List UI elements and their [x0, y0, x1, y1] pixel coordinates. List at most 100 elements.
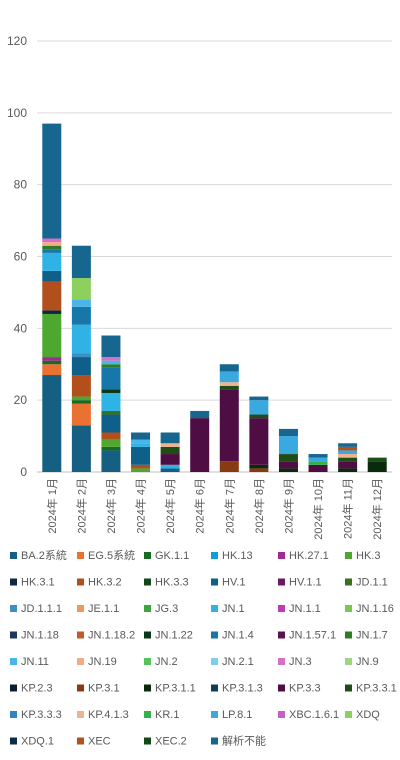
bar-segment	[308, 454, 328, 458]
legend-swatch	[144, 605, 151, 612]
legend-label: XDQ	[356, 709, 380, 721]
legend-swatch	[278, 658, 285, 665]
legend-swatch	[278, 552, 285, 559]
legend-label: HK.3.1	[21, 577, 55, 589]
bar-segment	[249, 418, 269, 465]
bar-segment	[338, 450, 358, 455]
bar-segment	[42, 360, 62, 365]
bar-segment	[131, 439, 151, 444]
legend-swatch	[144, 578, 151, 586]
legend-label: JN.9	[356, 656, 379, 668]
bar-segment	[71, 278, 91, 300]
legend-label: JN.1.57.1	[289, 630, 336, 642]
legend-label: HK.13	[222, 550, 253, 562]
bar-segment	[367, 457, 387, 462]
bar-segment	[278, 461, 298, 469]
bar-segment	[190, 418, 210, 472]
bar-segment	[249, 414, 269, 419]
gridlines	[37, 40, 392, 473]
bar-segment	[219, 385, 239, 390]
bar-segment	[160, 468, 180, 472]
bar-segment	[101, 335, 121, 358]
bar-segment	[71, 357, 91, 376]
legend-label: KP.3.1	[88, 683, 120, 695]
legend-swatch	[345, 711, 352, 718]
bar-segment	[101, 364, 121, 368]
bar-segment	[338, 443, 358, 447]
bar-segment	[42, 249, 62, 253]
bar-segment	[42, 310, 62, 314]
legend-swatch	[77, 737, 84, 745]
legend-label: XBC.1.6.1	[289, 709, 339, 721]
bar-segment	[160, 446, 180, 455]
bar-segment	[71, 400, 91, 404]
x-tick-label: 2024年 9月	[281, 478, 295, 534]
legend-swatch	[278, 578, 285, 586]
bar-segment	[278, 454, 298, 462]
legend-label: KP.3.1.1	[155, 683, 196, 695]
bar-segment	[249, 400, 269, 415]
bar-segment	[131, 432, 151, 440]
legend-swatch	[77, 605, 84, 612]
legend-label: XEC.2	[155, 736, 187, 748]
legend-swatch	[144, 737, 151, 745]
legend-label: HV.1.1	[289, 577, 322, 589]
legend-label: JN.2.1	[222, 656, 254, 668]
legend-swatch	[77, 658, 84, 665]
y-axis-tick-labels: 0 20 40 60 80 100 120	[7, 34, 27, 479]
legend-swatch	[211, 737, 218, 745]
legend-swatch	[211, 578, 218, 586]
legend-label: HK.3.3	[155, 577, 189, 589]
legend-swatch	[345, 658, 352, 665]
bar-segment	[42, 375, 62, 472]
legend-swatch	[345, 578, 352, 586]
bar-segment	[42, 364, 62, 376]
bar-segment	[278, 436, 298, 455]
legend-label: GK.1.1	[155, 550, 189, 562]
bar-segment	[71, 396, 91, 401]
legend-swatch	[10, 737, 17, 745]
bar-segment	[101, 410, 121, 415]
legend-swatch	[10, 684, 17, 692]
legend-swatch	[144, 631, 151, 639]
legend: BA.2系統 EG.5系統 GK.1.1 HK.13 HK.27.1 HK.3 HK.3.1…	[10, 548, 397, 748]
legend-swatch	[77, 684, 84, 692]
bar-segment	[101, 432, 121, 440]
x-tick-label: 2024年 12月	[370, 478, 384, 540]
bar-segment	[42, 270, 62, 282]
bar-segment	[338, 468, 358, 472]
legend-label: JD.1.1	[356, 577, 388, 589]
x-tick-label: 2024年 7月	[222, 478, 236, 534]
bar-segment	[101, 392, 121, 411]
bar-segment	[338, 446, 358, 451]
legend-swatch	[10, 578, 17, 586]
bar-segment	[308, 464, 328, 472]
legend-label: HK.3.2	[88, 577, 122, 589]
legend-swatch	[10, 631, 17, 639]
legend-swatch	[10, 658, 17, 665]
y-tick-label: 40	[14, 321, 28, 335]
legend-label: EG.5系統	[88, 548, 135, 562]
legend-swatch	[77, 552, 84, 559]
bar-segment	[101, 450, 121, 472]
bar-segment	[71, 324, 91, 354]
legend-swatch	[77, 578, 84, 586]
bar-segment	[71, 353, 91, 358]
legend-label: KP.2.3	[21, 683, 53, 695]
bar-segment	[101, 367, 121, 390]
legend-swatch	[278, 684, 285, 692]
legend-label: JE.1.1	[88, 603, 119, 615]
bar-segment	[338, 461, 358, 469]
bar-segment	[71, 375, 91, 397]
x-tick-label: 2024年 2月	[74, 478, 88, 534]
legend-swatch	[211, 684, 218, 692]
x-tick-label: 2024年 1月	[45, 478, 59, 534]
legend-swatch	[144, 684, 151, 692]
legend-label: KP.3.1.3	[222, 683, 263, 695]
legend-swatch	[144, 711, 151, 718]
legend-label: JN.1.18.2	[88, 630, 135, 642]
legend-label: JN.1.1	[289, 603, 321, 615]
bar-segment	[278, 428, 298, 437]
bar-segment	[219, 371, 239, 383]
